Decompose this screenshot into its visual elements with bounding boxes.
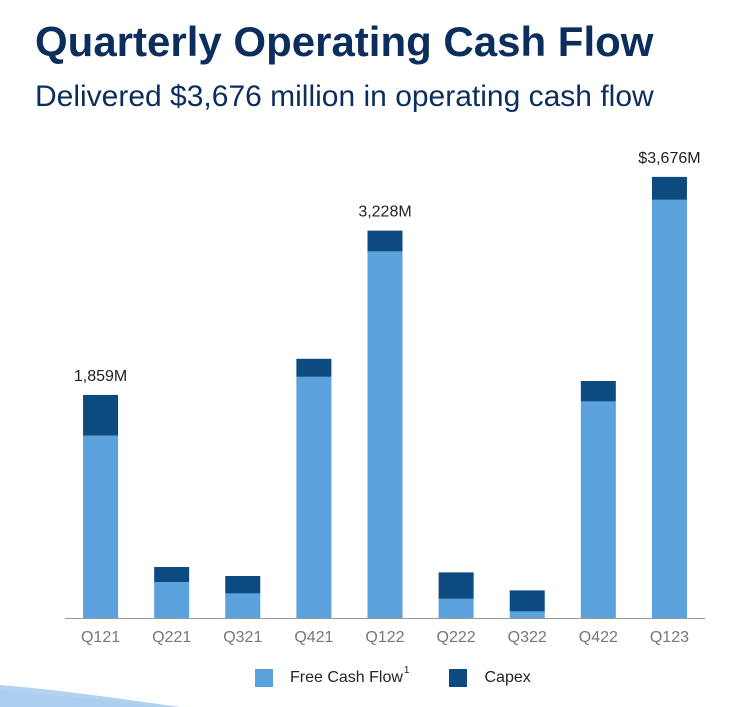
bar-capex-q121 bbox=[83, 394, 119, 436]
data-label-q121: 1,859M bbox=[74, 368, 127, 385]
bar-capex-q321 bbox=[225, 576, 261, 594]
legend-swatch-capex bbox=[449, 669, 468, 687]
data-label-q123: $3,676M bbox=[638, 150, 700, 167]
page-subtitle: Delivered $3,676 million in operating ca… bbox=[35, 80, 654, 113]
x-tick-label-q222: Q222 bbox=[437, 629, 476, 646]
x-tick-label-q422: Q422 bbox=[579, 629, 618, 646]
legend-label-fcf: Free Cash Flow1 bbox=[290, 665, 410, 686]
legend-label-capex: Capex bbox=[484, 669, 531, 686]
decorative-wave bbox=[0, 685, 180, 707]
bar-fcf-q322 bbox=[509, 611, 545, 618]
legend-footnote-marker: 1 bbox=[403, 665, 410, 676]
data-label-q122: 3,228M bbox=[358, 204, 411, 221]
legend-item-fcf: Free Cash Flow1 bbox=[255, 665, 410, 687]
bar-capex-q221 bbox=[154, 567, 190, 582]
x-tick-label-q123: Q123 bbox=[650, 629, 689, 646]
bar-fcf-q123 bbox=[651, 199, 687, 619]
page-title: Quarterly Operating Cash Flow bbox=[35, 18, 654, 65]
bar-capex-q122 bbox=[367, 230, 403, 252]
chart-legend: Free Cash Flow1 Capex bbox=[255, 665, 531, 690]
x-tick-label-q321: Q321 bbox=[223, 629, 262, 646]
bar-fcf-q222 bbox=[438, 598, 474, 618]
bar-capex-q222 bbox=[438, 572, 474, 599]
bar-capex-q123 bbox=[651, 176, 687, 200]
bar-fcf-q121 bbox=[83, 435, 119, 618]
bar-capex-q422 bbox=[580, 381, 616, 402]
bar-fcf-q221 bbox=[154, 582, 190, 618]
x-tick-label-q122: Q122 bbox=[365, 629, 404, 646]
x-tick-label-q221: Q221 bbox=[152, 629, 191, 646]
bar-capex-q421 bbox=[296, 358, 332, 377]
legend-swatch-fcf bbox=[255, 669, 273, 687]
bar-fcf-q321 bbox=[225, 593, 261, 618]
x-tick-label-q322: Q322 bbox=[508, 629, 547, 646]
x-tick-label-q421: Q421 bbox=[294, 629, 333, 646]
bar-fcf-q422 bbox=[580, 401, 616, 618]
x-tick-label-q121: Q121 bbox=[81, 629, 120, 646]
bar-capex-q322 bbox=[509, 590, 545, 612]
legend-item-capex: Capex bbox=[449, 669, 531, 687]
bar-fcf-q122 bbox=[367, 251, 403, 618]
bar-fcf-q421 bbox=[296, 376, 332, 618]
